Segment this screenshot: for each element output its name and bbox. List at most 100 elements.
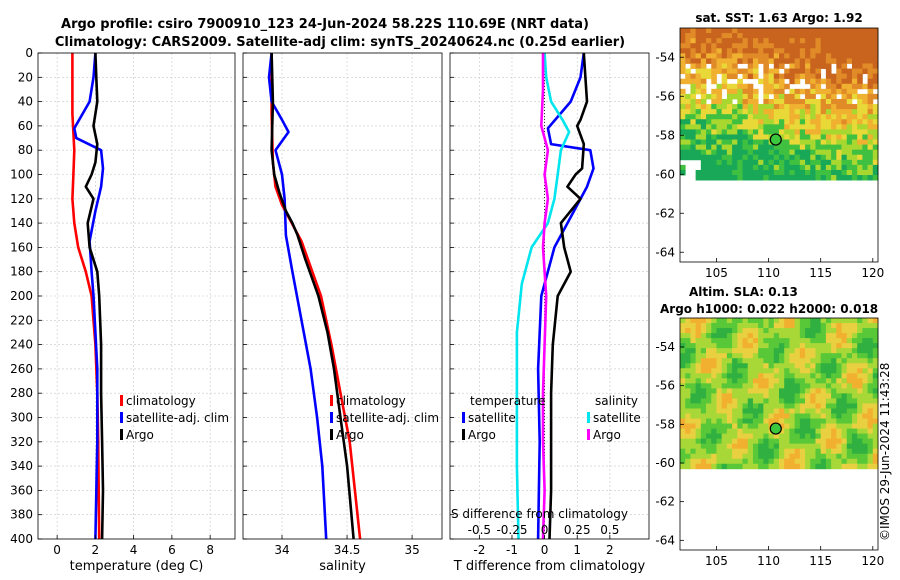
heatmap-cell xyxy=(810,463,816,470)
heatmap-cell xyxy=(784,109,790,115)
heatmap-cell xyxy=(815,328,822,334)
heatmap-cell xyxy=(862,448,868,455)
heatmap-cell xyxy=(836,458,842,465)
heatmap-cell xyxy=(747,164,754,171)
heatmap-cell xyxy=(763,348,769,354)
heatmap-cell xyxy=(747,114,754,120)
heatmap-cell xyxy=(695,73,702,80)
heatmap-cell xyxy=(810,428,816,435)
x-tick-label: 2 xyxy=(606,543,614,557)
heatmap-cell xyxy=(872,28,879,34)
heatmap-cell xyxy=(857,28,863,34)
heatmap-cell xyxy=(820,144,827,151)
heatmap-cell xyxy=(836,363,842,369)
heatmap-cell xyxy=(867,104,874,110)
heatmap-cell xyxy=(784,83,790,90)
heatmap-cell xyxy=(742,53,749,59)
heatmap-cell xyxy=(690,43,697,49)
heatmap-cell xyxy=(779,38,785,44)
heatmap-cell xyxy=(685,119,691,125)
heatmap-cell xyxy=(680,124,686,130)
heatmap-cell xyxy=(820,159,827,166)
heatmap-cell xyxy=(810,443,816,450)
heatmap-cell xyxy=(742,144,749,151)
heatmap-cell xyxy=(794,48,801,54)
heatmap-cell xyxy=(846,348,853,354)
heatmap-cell xyxy=(742,358,749,364)
heatmap-cell xyxy=(763,328,769,334)
heatmap-cell xyxy=(721,159,728,166)
heatmap-cell xyxy=(700,63,707,69)
heatmap-cell xyxy=(768,388,775,394)
heatmap-cell xyxy=(799,433,806,440)
heatmap-cell xyxy=(862,363,868,369)
heatmap-cell xyxy=(732,129,738,135)
heatmap-cell xyxy=(815,433,822,440)
heatmap-cell xyxy=(716,398,723,404)
heatmap-cell xyxy=(810,458,816,465)
heatmap-cell xyxy=(810,403,816,409)
heatmap-cell xyxy=(726,68,733,75)
heatmap-cell xyxy=(867,38,874,44)
heatmap-cell xyxy=(732,33,738,39)
heatmap-cell xyxy=(836,393,842,399)
heatmap-cell xyxy=(737,318,743,324)
heatmap-cell xyxy=(867,438,874,445)
heatmap-cell xyxy=(758,48,764,54)
heatmap-cell xyxy=(799,388,806,394)
heatmap-cell xyxy=(768,338,775,344)
heatmap-cell xyxy=(768,53,775,59)
heatmap-cell xyxy=(768,58,775,64)
heatmap-cell xyxy=(805,368,811,374)
heatmap-cell xyxy=(732,68,738,75)
heatmap-cell xyxy=(841,175,848,181)
heatmap-cell xyxy=(805,458,811,465)
heatmap-cell xyxy=(752,53,759,59)
heatmap-cell xyxy=(851,139,858,146)
heatmap-cell xyxy=(711,129,717,135)
heatmap-cell xyxy=(706,408,712,414)
heatmap-cell xyxy=(726,144,733,151)
heatmap-cell xyxy=(794,378,801,384)
heatmap-cell xyxy=(810,78,816,85)
heatmap-cell xyxy=(773,109,780,115)
heatmap-cell xyxy=(685,438,691,445)
heatmap-cell xyxy=(747,175,754,181)
heatmap-cell xyxy=(846,124,853,130)
heatmap-cell xyxy=(841,368,848,374)
heatmap-cell xyxy=(836,144,842,151)
heatmap-cell xyxy=(680,318,686,324)
heatmap-cell xyxy=(716,443,723,450)
heatmap-cell xyxy=(700,144,707,151)
heatmap-cell xyxy=(726,453,733,460)
heatmap-cell xyxy=(831,33,837,39)
heatmap-cell xyxy=(872,353,879,359)
heatmap-cell xyxy=(726,323,733,329)
heatmap-cell xyxy=(747,124,754,130)
heatmap-cell xyxy=(841,149,848,156)
heatmap-cell xyxy=(872,438,879,445)
y-tick-label: 100 xyxy=(10,168,33,182)
heatmap-cell xyxy=(867,328,874,334)
heatmap-cell xyxy=(789,53,796,59)
heatmap-cell xyxy=(685,368,691,374)
heatmap-cell xyxy=(758,139,764,146)
heatmap-cell xyxy=(763,438,769,445)
heatmap-cell xyxy=(784,139,790,146)
heatmap-cell xyxy=(872,73,879,80)
heatmap-cell xyxy=(732,423,738,429)
heatmap-cell xyxy=(742,458,749,465)
heatmap-cell xyxy=(732,363,738,369)
heatmap-cell xyxy=(763,413,769,419)
x-tick-label: 110 xyxy=(757,266,780,280)
heatmap-cell xyxy=(721,463,728,470)
heatmap-cell xyxy=(820,154,827,161)
heatmap-cell xyxy=(805,43,811,49)
heatmap-cell xyxy=(700,403,707,409)
heatmap-cell xyxy=(857,463,863,470)
heatmap-cell xyxy=(752,423,759,429)
heatmap-cell xyxy=(742,318,749,324)
heatmap-cell xyxy=(726,28,733,34)
heatmap-cell xyxy=(726,124,733,130)
heatmap-cell xyxy=(768,83,775,90)
